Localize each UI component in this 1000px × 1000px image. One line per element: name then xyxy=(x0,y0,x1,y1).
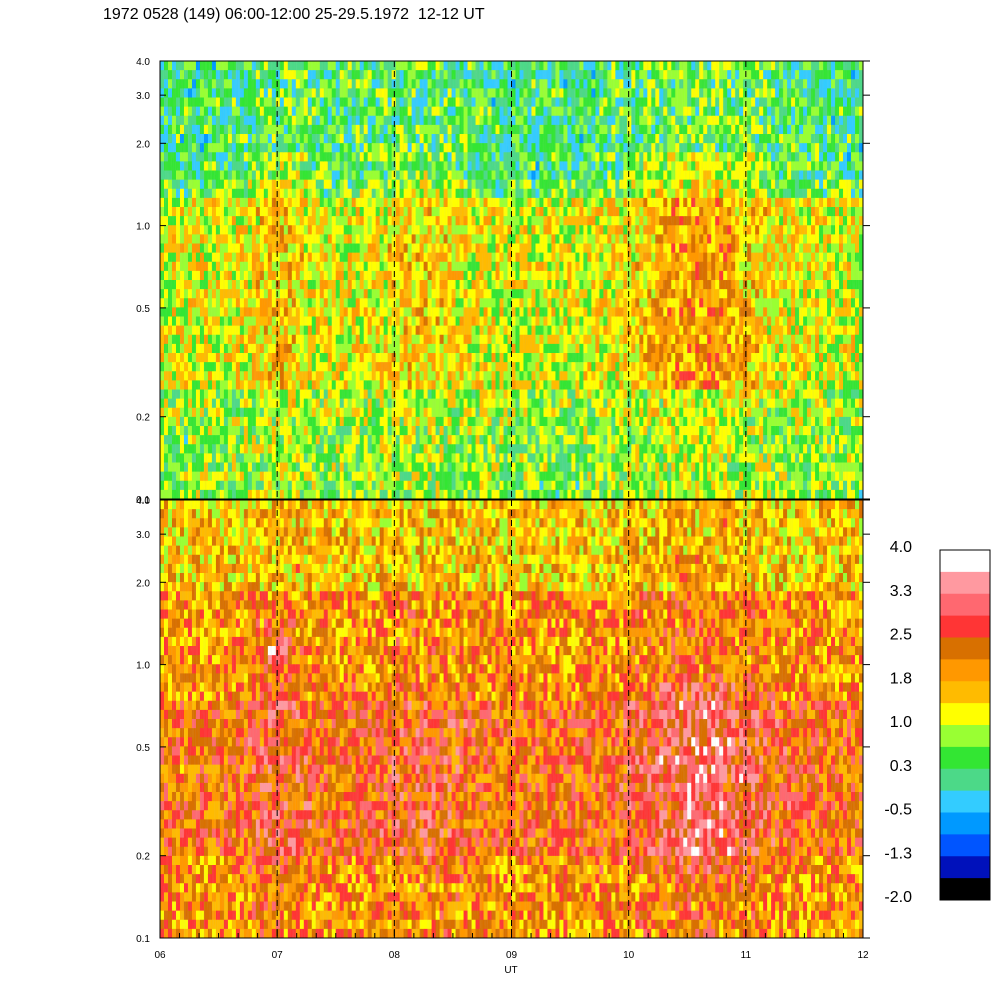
top-spectrogram-panel xyxy=(160,61,863,499)
chart-title: 1972 0528 (149) 06:00-12:00 25-29.5.1972… xyxy=(103,6,485,23)
